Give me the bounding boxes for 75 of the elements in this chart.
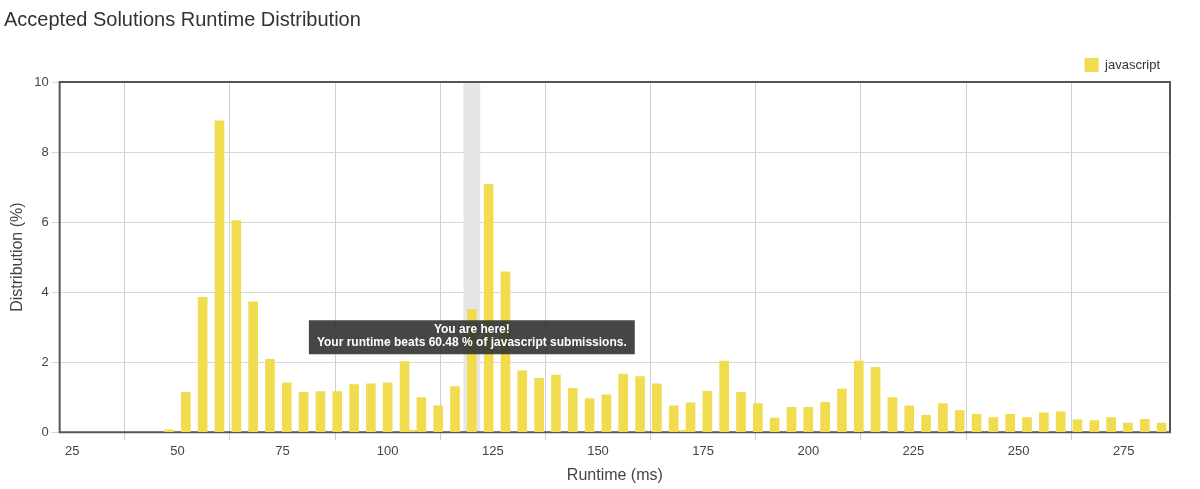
bar <box>786 407 797 433</box>
bar <box>433 405 444 433</box>
bar <box>1156 422 1167 433</box>
bar <box>803 407 814 433</box>
y-tick-label: 0 <box>41 423 49 439</box>
bar <box>837 388 847 433</box>
x-tick-label: 200 <box>797 442 820 458</box>
bar <box>382 382 393 433</box>
bar <box>618 373 629 433</box>
y-axis-title: Distribution (%) <box>8 202 26 312</box>
bar <box>1005 414 1016 433</box>
bar <box>1089 420 1100 433</box>
bar <box>551 374 561 433</box>
bar <box>298 391 309 433</box>
bar <box>870 367 881 433</box>
y-tick-label: 10 <box>34 73 49 89</box>
x-tick-label: 25 <box>65 442 80 458</box>
x-tick-label: 225 <box>902 442 925 458</box>
x-tick-label: 125 <box>482 442 504 458</box>
bar <box>366 383 376 433</box>
bar <box>719 360 730 433</box>
bar <box>164 429 174 433</box>
y-tick-label: 6 <box>41 213 49 229</box>
bar <box>248 301 258 433</box>
x-tick-label: 175 <box>692 442 714 458</box>
bar <box>281 382 292 433</box>
bar <box>736 391 746 433</box>
bar <box>315 391 326 433</box>
bar <box>601 394 612 433</box>
x-tick-label: 75 <box>275 442 290 458</box>
y-tick-label: 2 <box>41 353 49 369</box>
bar <box>1055 411 1066 433</box>
bar <box>450 386 460 433</box>
x-tick-label: 150 <box>587 442 609 458</box>
bar <box>349 384 359 433</box>
bar <box>954 410 965 433</box>
bar <box>1106 417 1116 433</box>
x-axis-title: Runtime (ms) <box>566 465 663 483</box>
bar <box>753 403 763 433</box>
bar <box>1038 412 1049 433</box>
annotation: You are here! Your runtime beats 60.48 % of javascript submissions. <box>316 322 627 350</box>
legend-label: javascript <box>1104 56 1161 72</box>
bar <box>567 388 578 433</box>
bar <box>181 391 191 433</box>
x-tick-label: 275 <box>1112 442 1135 458</box>
bar <box>231 220 242 433</box>
x-tick-label: 50 <box>170 442 185 458</box>
bar <box>197 297 208 433</box>
bar <box>1123 422 1133 433</box>
bar <box>1022 417 1032 433</box>
bar <box>1072 419 1083 433</box>
bar <box>1139 418 1150 433</box>
bar <box>820 402 830 433</box>
bar <box>214 120 225 433</box>
x-tick-label: 250 <box>1007 442 1030 458</box>
bar <box>921 415 931 433</box>
chart-title: Accepted Solutions Runtime Distribution <box>4 7 361 30</box>
y-tick-label: 4 <box>41 283 49 299</box>
bar <box>584 398 595 433</box>
y-tick-label: 8 <box>41 143 49 159</box>
bar <box>534 377 544 433</box>
bar <box>904 405 915 433</box>
bar <box>971 414 982 433</box>
bar <box>938 403 948 433</box>
bar <box>769 417 780 433</box>
bar <box>652 383 662 433</box>
bar <box>517 370 528 433</box>
bar <box>853 360 864 433</box>
x-tick-label: 100 <box>376 442 399 458</box>
bar <box>887 397 898 433</box>
bar <box>988 417 999 433</box>
bar <box>332 391 343 433</box>
bar <box>635 376 645 433</box>
bar <box>265 359 275 433</box>
bar <box>702 390 713 433</box>
